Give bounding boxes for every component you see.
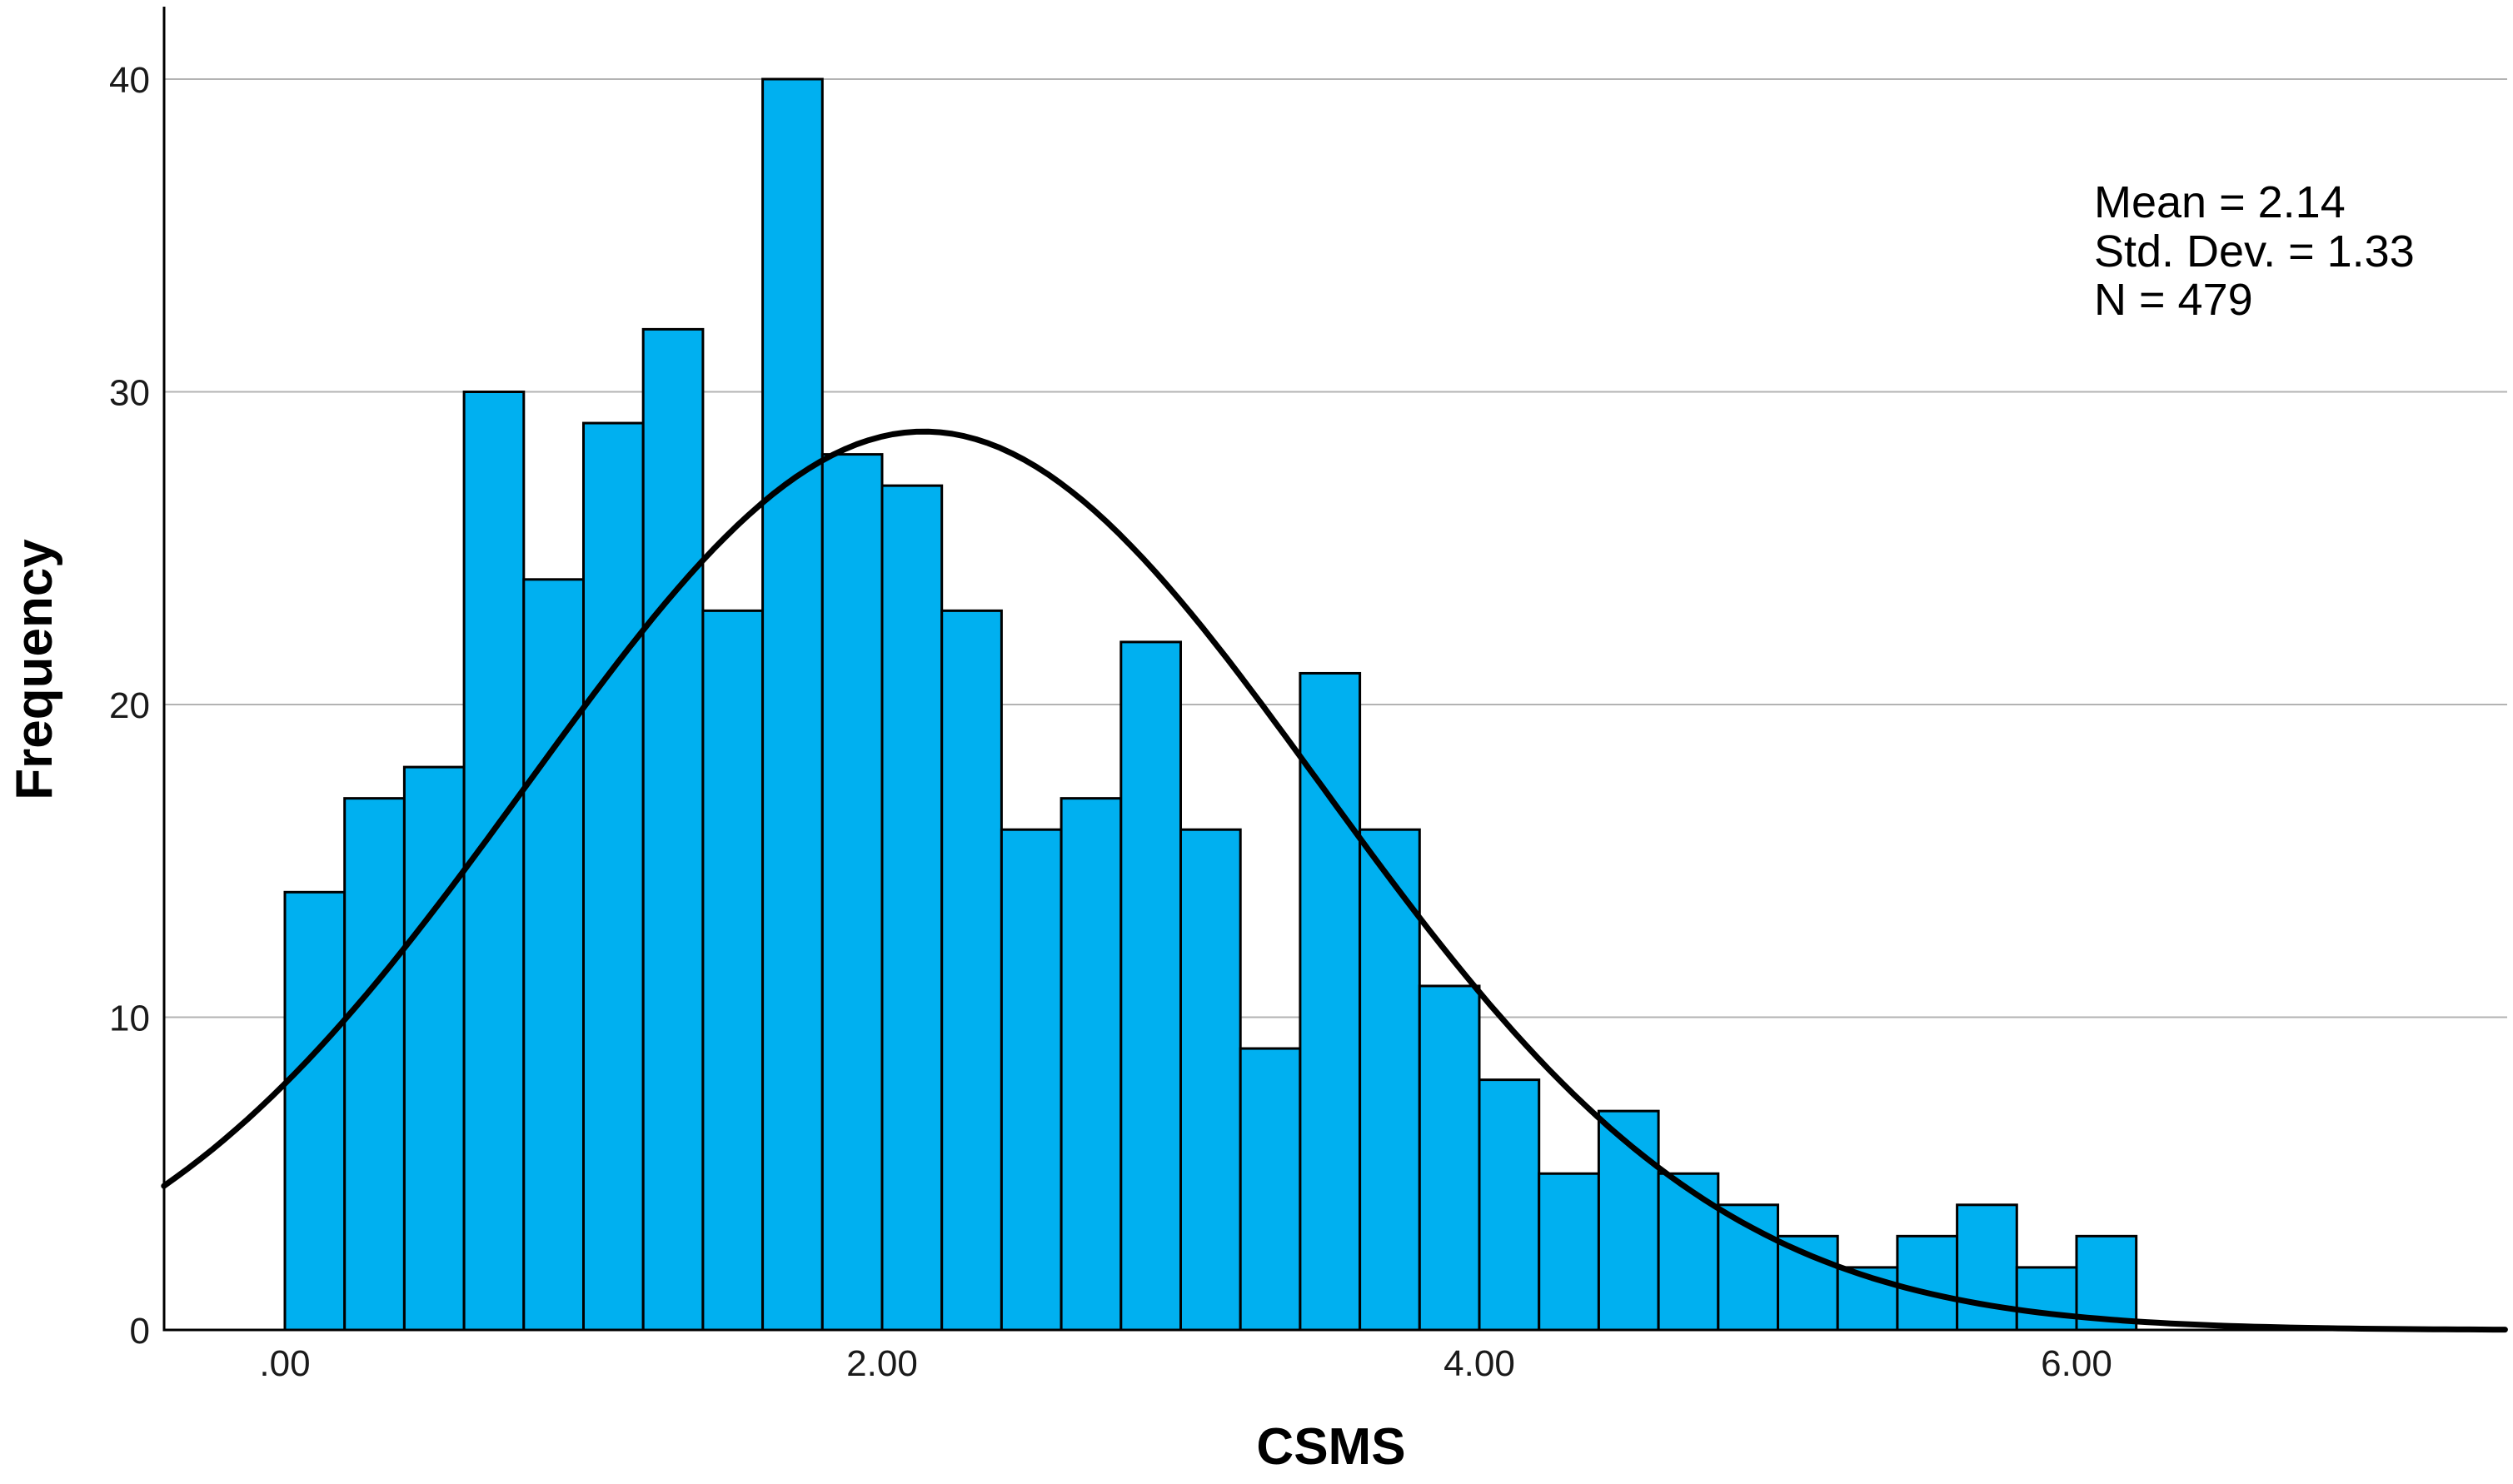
axes — [162, 7, 2507, 1332]
histogram-bar — [1299, 671, 1362, 1332]
x-tick-label: 2.00 — [846, 1343, 918, 1384]
histogram-bar — [1359, 828, 1421, 1332]
histogram-bar — [820, 453, 884, 1332]
x-tick-labels: .00 2.00 4.00 6.00 — [259, 1343, 2112, 1384]
normal-curve — [161, 428, 2508, 1333]
x-tick-label: .00 — [259, 1343, 310, 1384]
y-axis-title: Frequency — [6, 539, 63, 800]
histogram-bar — [2075, 1234, 2138, 1332]
x-tick-label: 6.00 — [2041, 1343, 2112, 1384]
histogram-bar — [1179, 828, 1242, 1332]
y-tick-labels: 0 10 20 30 40 — [109, 60, 150, 1352]
stats-annotation: Mean = 2.14 Std. Dev. = 1.33 N = 479 — [2094, 177, 2415, 325]
y-tick-label: 20 — [109, 685, 150, 726]
histogram-bar — [1478, 1078, 1541, 1332]
x-tick-label: 4.00 — [1443, 1343, 1515, 1384]
histogram-bar — [1060, 797, 1123, 1332]
stat-line-stddev: Std. Dev. = 1.33 — [2094, 227, 2415, 276]
histogram-bar — [2015, 1266, 2078, 1332]
histogram-bar — [761, 77, 824, 1332]
histogram-bar — [940, 609, 1003, 1332]
histogram-bar — [1418, 984, 1481, 1332]
histogram-bar — [1119, 640, 1183, 1332]
histogram-bar — [1538, 1172, 1600, 1332]
histogram-bar — [1657, 1172, 1720, 1332]
y-tick-label: 30 — [109, 373, 150, 414]
histogram-bar — [1777, 1234, 1839, 1332]
histogram-bar — [701, 609, 765, 1332]
bars-group — [283, 77, 2138, 1332]
y-tick-label: 10 — [109, 998, 150, 1039]
histogram-bar — [343, 797, 406, 1332]
histogram-bar — [880, 484, 944, 1332]
y-tick-label: 40 — [109, 60, 150, 101]
stat-line-n: N = 479 — [2094, 275, 2253, 325]
histogram-bar — [283, 890, 347, 1332]
histogram-bar — [522, 578, 585, 1332]
stat-line-mean: Mean = 2.14 — [2094, 177, 2346, 227]
histogram-bar — [1239, 1047, 1302, 1332]
histogram-bar — [582, 421, 645, 1332]
y-tick-label: 0 — [130, 1311, 150, 1352]
histogram-bar — [641, 327, 705, 1332]
x-axis-title: CSMS — [1256, 1418, 1405, 1476]
histogram-bar — [1000, 828, 1063, 1332]
histogram-bar — [1896, 1234, 1959, 1332]
histogram-bar — [402, 765, 466, 1332]
